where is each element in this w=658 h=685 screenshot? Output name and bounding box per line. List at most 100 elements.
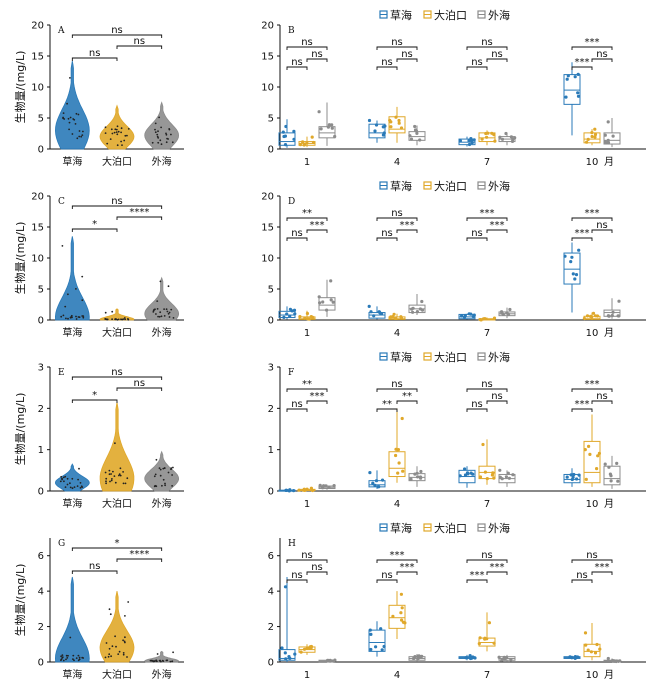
data-point <box>382 644 386 649</box>
y-tick-label: 2 <box>268 622 274 633</box>
data-point <box>65 317 67 320</box>
significance-label: *** <box>575 399 590 410</box>
data-point <box>506 471 510 475</box>
significance-bracket <box>591 58 613 62</box>
data-point <box>163 315 166 317</box>
legend-label: 外海 <box>488 521 510 535</box>
data-point <box>66 102 68 105</box>
data-point <box>497 655 501 659</box>
violin-外海 <box>144 101 180 150</box>
data-point <box>155 660 158 662</box>
data-point <box>396 471 400 475</box>
violin-大泊口 <box>99 308 135 321</box>
significance-bracket <box>571 46 613 50</box>
y-tick-label: 10 <box>261 254 274 265</box>
data-point <box>595 314 600 318</box>
legend-label: 大泊口 <box>434 8 467 22</box>
significance-bracket <box>571 559 613 563</box>
data-point <box>75 288 77 290</box>
significance-bracket <box>71 399 118 403</box>
data-point <box>116 318 119 321</box>
data-point <box>590 131 594 135</box>
data-point <box>472 138 476 142</box>
significance-label: *** <box>310 391 325 402</box>
data-point <box>108 608 111 611</box>
data-point <box>565 77 569 81</box>
data-point <box>570 255 574 259</box>
data-point <box>69 77 71 79</box>
data-point <box>329 279 333 283</box>
significance-bracket <box>571 66 593 70</box>
data-point <box>611 134 615 138</box>
data-point <box>324 484 328 488</box>
violin-草海 <box>54 60 90 150</box>
x-tick-label: 大泊口 <box>102 668 132 681</box>
data-point <box>368 628 372 632</box>
data-point <box>72 654 75 657</box>
data-point <box>329 298 333 302</box>
data-point <box>68 128 70 131</box>
data-point <box>77 113 80 116</box>
data-point <box>127 127 130 130</box>
data-point <box>596 454 600 458</box>
data-point <box>154 473 157 476</box>
significance-bracket <box>466 237 488 241</box>
data-point <box>477 642 481 646</box>
x-tick-label: 外海 <box>152 497 172 510</box>
y-tick-label: 15 <box>31 52 44 63</box>
data-point <box>288 314 292 318</box>
x-tick-label: 10 <box>586 328 599 339</box>
y-tick-label: 6 <box>38 551 44 562</box>
significance-label: *** <box>575 228 590 239</box>
significance-bracket <box>571 579 593 583</box>
data-point <box>618 659 622 663</box>
significance-bracket <box>396 58 418 62</box>
data-point <box>117 653 120 655</box>
data-point <box>167 312 170 315</box>
x-tick-label: 外海 <box>152 326 172 339</box>
data-point <box>411 306 415 310</box>
significance-bracket <box>286 388 328 392</box>
data-point <box>61 654 64 656</box>
data-point <box>409 137 414 141</box>
data-point <box>292 129 296 133</box>
data-point <box>484 131 488 136</box>
significance-label: ns <box>596 220 608 231</box>
data-point <box>170 133 172 136</box>
data-point <box>71 316 73 319</box>
y-tick-label: 15 <box>261 52 274 63</box>
data-point <box>82 316 85 319</box>
x-tick-label: 1 <box>304 157 310 168</box>
data-point <box>570 477 574 482</box>
significance-label: *** <box>490 562 505 573</box>
significance-bracket <box>116 387 163 391</box>
data-point <box>400 618 404 622</box>
data-point <box>585 314 590 318</box>
data-point <box>68 121 71 124</box>
data-point <box>478 475 483 479</box>
data-point <box>500 137 505 141</box>
data-point <box>79 487 82 489</box>
data-point <box>171 660 174 663</box>
panel-letter: F <box>288 368 294 378</box>
data-point <box>587 444 591 448</box>
data-point <box>481 317 485 321</box>
data-point <box>369 647 373 652</box>
data-point <box>105 642 108 644</box>
significance-label: ns <box>491 49 503 60</box>
data-point <box>280 646 284 650</box>
significance-label: ns <box>391 208 403 219</box>
data-point <box>582 316 587 321</box>
data-point <box>290 309 294 313</box>
data-point <box>400 606 404 610</box>
data-point <box>374 645 378 649</box>
data-point <box>298 315 302 319</box>
significance-label: ns <box>301 37 313 48</box>
data-point <box>607 465 611 469</box>
data-point <box>67 117 70 120</box>
x-axis-unit: 月 <box>604 498 614 510</box>
data-point <box>67 654 69 657</box>
data-point <box>111 478 113 480</box>
data-point <box>118 474 120 477</box>
